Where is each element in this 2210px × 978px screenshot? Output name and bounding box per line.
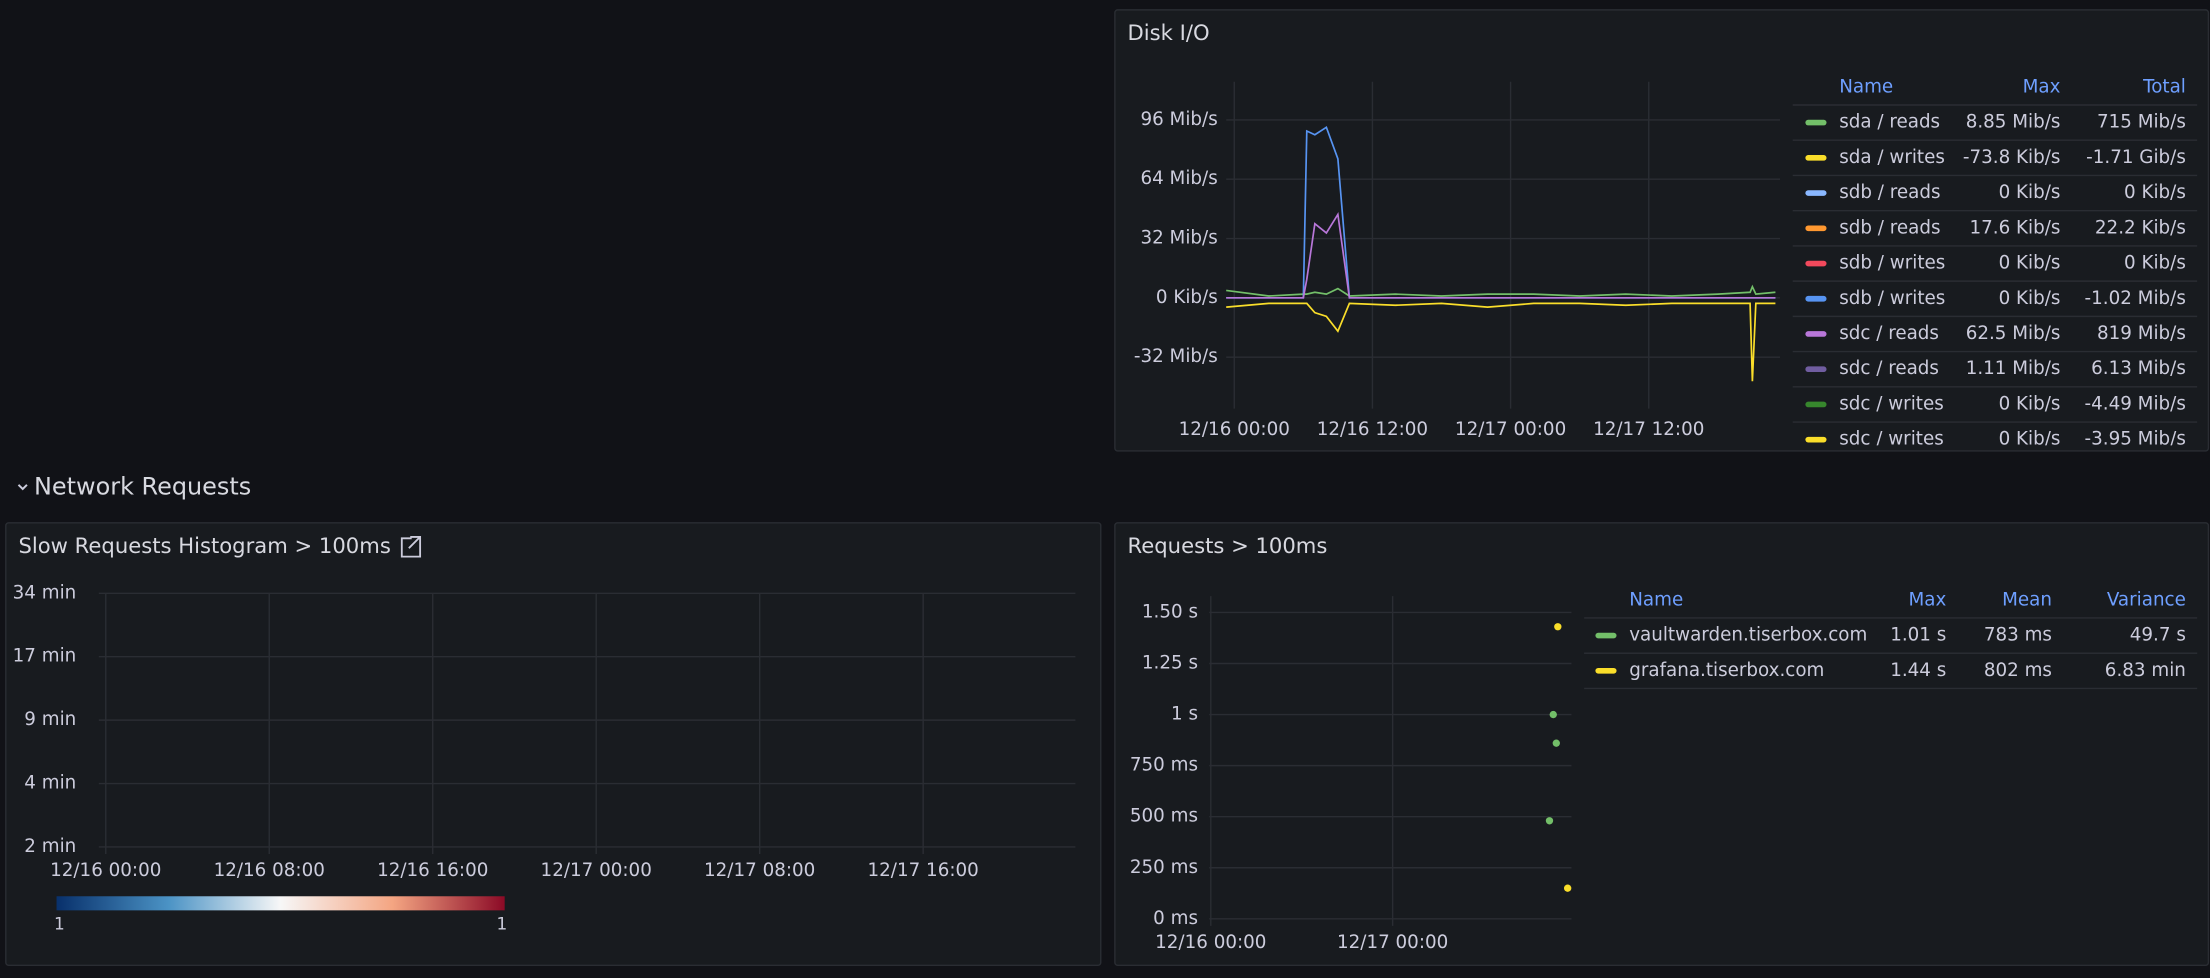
legend-swatch — [1805, 296, 1826, 302]
legend-swatch — [1805, 155, 1826, 161]
legend-total: 819 Mib/s — [2097, 323, 2186, 344]
legend-name: sda / writes — [1839, 147, 1945, 168]
point — [1564, 885, 1571, 892]
panel-title: Slow Requests Histogram > 100ms — [18, 533, 390, 558]
legend-total: -4.49 Mib/s — [2085, 393, 2186, 414]
legend-swatch — [1805, 120, 1826, 126]
y-tick-label: 1.50 s — [1142, 601, 1198, 622]
x-tick-label: 12/17 08:00 — [704, 860, 815, 881]
point — [1553, 739, 1560, 746]
collapse-icon[interactable] — [18, 485, 26, 489]
section-title[interactable]: Network Requests — [34, 473, 251, 501]
legend-header: Name — [1839, 76, 1893, 97]
legend-total: 0 Kib/s — [2124, 253, 2186, 274]
legend-name: sdc / reads — [1839, 323, 1939, 344]
y-tick-label: 250 ms — [1130, 857, 1198, 878]
y-tick-label: 64 Mib/s — [1140, 168, 1217, 189]
x-tick-label: 12/16 00:00 — [1155, 932, 1266, 953]
legend-name: sda / reads — [1839, 112, 1940, 133]
legend-max: 8.85 Mib/s — [1966, 112, 2061, 133]
x-tick-label: 12/16 00:00 — [1179, 419, 1290, 440]
legend-max: 0 Kib/s — [1999, 393, 2061, 414]
legend-header: Total — [2142, 76, 2186, 97]
legend-swatch — [1595, 668, 1616, 674]
legend-max: 1.01 s — [1890, 625, 1946, 646]
legend-swatch — [1805, 437, 1826, 443]
legend-name: sdc / reads — [1839, 358, 1939, 379]
legend-total: -1.02 Mib/s — [2085, 288, 2186, 309]
color-scale — [57, 896, 505, 910]
legend-max: 0 Kib/s — [1999, 288, 2061, 309]
legend-name: grafana.tiserbox.com — [1629, 660, 1824, 681]
legend-total: 715 Mib/s — [2097, 112, 2186, 133]
legend-name: sdb / writes — [1839, 253, 1945, 274]
legend-swatch — [1805, 225, 1826, 231]
legend-mean: 802 ms — [1984, 660, 2052, 681]
legend-max: 1.11 Mib/s — [1966, 358, 2061, 379]
legend-swatch — [1805, 402, 1826, 408]
legend-variance: 49.7 s — [2130, 625, 2186, 646]
point — [1546, 817, 1553, 824]
x-tick-label: 12/17 00:00 — [1337, 932, 1448, 953]
legend-name: sdc / writes — [1839, 393, 1944, 414]
legend-header: Max — [1908, 589, 1946, 610]
legend-swatch — [1805, 366, 1826, 372]
x-tick-label: 12/17 00:00 — [541, 860, 652, 881]
x-tick-label: 12/16 08:00 — [214, 860, 325, 881]
legend-total: 6.13 Mib/s — [2091, 358, 2186, 379]
legend-name: sdb / reads — [1839, 182, 1940, 203]
x-tick-label: 12/16 00:00 — [50, 860, 161, 881]
legend-total: -1.71 Gib/s — [2086, 147, 2186, 168]
legend-mean: 783 ms — [1984, 625, 2052, 646]
y-tick-label: 1.25 s — [1142, 653, 1198, 674]
y-tick-label: 32 Mib/s — [1140, 228, 1217, 249]
panel-title: Requests > 100ms — [1128, 533, 1328, 558]
legend-swatch — [1805, 331, 1826, 337]
y-tick-label: 17 min — [13, 646, 77, 667]
legend-name: sdb / writes — [1839, 288, 1945, 309]
legend-max: 62.5 Mib/s — [1966, 323, 2061, 344]
point — [1554, 623, 1561, 630]
y-tick-label: 750 ms — [1130, 755, 1198, 776]
legend-name: sdb / reads — [1839, 217, 1940, 238]
y-tick-label: 9 min — [24, 709, 76, 730]
panel-title: Disk I/O — [1128, 20, 1210, 45]
legend-header: Mean — [2002, 589, 2052, 610]
legend-swatch — [1805, 261, 1826, 267]
y-tick-label: 500 ms — [1130, 806, 1198, 827]
legend-total: 22.2 Kib/s — [2095, 217, 2186, 238]
y-tick-label: 96 Mib/s — [1140, 109, 1217, 130]
legend-name: vaultwarden.tiserbox.com — [1629, 625, 1867, 646]
y-tick-label: 34 min — [13, 582, 77, 603]
legend-header: Name — [1629, 589, 1683, 610]
legend-max: 1.44 s — [1890, 660, 1946, 681]
y-tick-label: 1 s — [1171, 704, 1198, 725]
legend-header: Max — [2023, 76, 2061, 97]
legend-max: 17.6 Kib/s — [1969, 217, 2060, 238]
legend-variance: 6.83 min — [2105, 660, 2186, 681]
scale-min: 1 — [54, 913, 65, 933]
legend-max: 0 Kib/s — [1999, 253, 2061, 274]
legend-total: 0 Kib/s — [2124, 182, 2186, 203]
legend-header: Variance — [2107, 589, 2186, 610]
x-tick-label: 12/17 16:00 — [868, 860, 979, 881]
x-tick-label: 12/16 16:00 — [377, 860, 488, 881]
scale-max: 1 — [496, 913, 507, 933]
y-tick-label: 2 min — [24, 836, 76, 857]
legend-max: -73.8 Kib/s — [1963, 147, 2061, 168]
legend-swatch — [1805, 190, 1826, 196]
y-tick-label: 4 min — [24, 773, 76, 794]
point — [1550, 711, 1557, 718]
legend-max: 0 Kib/s — [1999, 182, 2061, 203]
y-tick-label: -32 Mib/s — [1134, 346, 1218, 367]
x-tick-label: 12/17 00:00 — [1455, 419, 1566, 440]
x-tick-label: 12/17 12:00 — [1593, 419, 1704, 440]
y-tick-label: 0 ms — [1153, 908, 1198, 929]
y-tick-label: 0 Kib/s — [1156, 287, 1218, 308]
legend-swatch — [1595, 633, 1616, 639]
x-tick-label: 12/16 12:00 — [1317, 419, 1428, 440]
